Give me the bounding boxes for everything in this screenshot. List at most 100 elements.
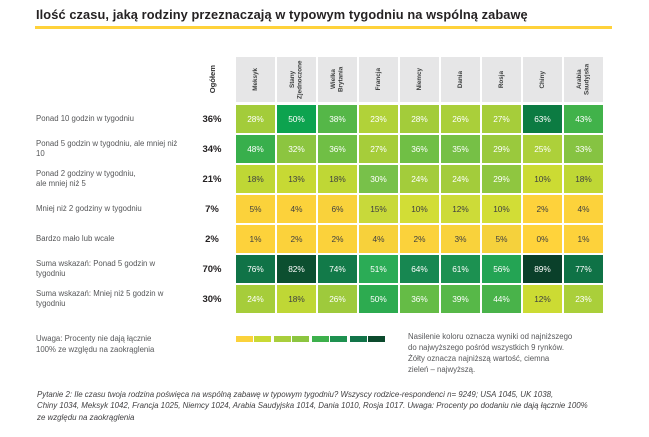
heatmap-cell: 28% [236, 105, 275, 133]
heatmap-cell: 24% [236, 285, 275, 313]
legend-swatch [368, 336, 385, 342]
column-header: Dania [441, 57, 480, 102]
row-label: Suma wskazań: Ponad 5 godzin w tygodniu [36, 258, 156, 278]
heatmap-cell: 74% [318, 255, 357, 283]
heatmap-cell: 25% [523, 135, 562, 163]
heatmap-cell: 23% [359, 105, 398, 133]
table-row: Suma wskazań: Mniej niż 5 godzin w tygod… [36, 285, 603, 313]
heatmap-cell: 1% [236, 225, 275, 253]
table-row: Ponad 5 godzin w tygodniu, ale mniej niż… [36, 135, 603, 163]
ogolem-value: 36% [202, 113, 222, 125]
heatmap-cell: 18% [277, 285, 316, 313]
table-row: Ponad 2 godziny w tygodniu, ale mniej ni… [36, 165, 603, 193]
heatmap-cell: 18% [236, 165, 275, 193]
column-header: Francja [359, 57, 398, 102]
heatmap-cell: 51% [359, 255, 398, 283]
column-header: Niemcy [400, 57, 439, 102]
column-header: Chiny [523, 57, 562, 102]
heatmap-cell: 32% [277, 135, 316, 163]
heatmap-cell: 36% [400, 135, 439, 163]
heatmap-cell: 44% [482, 285, 521, 313]
heatmap-cell: 18% [564, 165, 603, 193]
heatmap-cell: 29% [482, 135, 521, 163]
heatmap-cell: 43% [564, 105, 603, 133]
column-header: Rosja [482, 57, 521, 102]
column-header-label: Niemcy [415, 68, 423, 91]
ogolem-value: 2% [205, 233, 219, 245]
row-label: Ponad 2 godziny w tygodniu, ale mniej ni… [36, 168, 136, 188]
heatmap-cell: 10% [482, 195, 521, 223]
rounding-note: Uwaga: Procenty nie dają łącznie 100% ze… [36, 334, 155, 354]
heatmap-cell: 35% [441, 135, 480, 163]
ogolem-value: 7% [205, 203, 219, 215]
legend-swatch [292, 336, 309, 342]
heatmap-cell: 24% [441, 165, 480, 193]
legend-swatch [312, 336, 329, 342]
title-underline [35, 26, 612, 29]
header-label-spacer [36, 57, 190, 102]
heatmap-cell: 26% [441, 105, 480, 133]
heatmap-cell: 61% [441, 255, 480, 283]
heatmap-cell: 4% [564, 195, 603, 223]
heatmap-cell: 63% [523, 105, 562, 133]
heatmap-cell: 36% [400, 285, 439, 313]
heatmap-cell: 28% [400, 105, 439, 133]
heatmap-cell: 2% [523, 195, 562, 223]
heatmap-table: Ogółem Meksyk Stany Zjednoczone Wielka Bry… [36, 57, 603, 315]
heatmap-cell: 89% [523, 255, 562, 283]
heatmap-cell: 82% [277, 255, 316, 283]
heatmap-cell: 10% [523, 165, 562, 193]
heatmap-cell: 12% [523, 285, 562, 313]
heatmap-cell: 76% [236, 255, 275, 283]
row-label: Mniej niż 2 godziny w tygodniu [36, 203, 142, 213]
heatmap-cell: 26% [318, 285, 357, 313]
heatmap-cell: 6% [318, 195, 357, 223]
column-header-label: Chiny [538, 70, 546, 89]
column-header-label: Stany Zjednoczone [288, 60, 304, 99]
heatmap-cell: 30% [359, 165, 398, 193]
heatmap-cell: 29% [482, 165, 521, 193]
row-label: Ponad 10 godzin w tygodniu [36, 113, 134, 123]
heatmap-cell: 27% [482, 105, 521, 133]
ogolem-column-header: Ogółem [190, 57, 234, 102]
heatmap-cell: 56% [482, 255, 521, 283]
heatmap-cell: 18% [318, 165, 357, 193]
heatmap-cell: 0% [523, 225, 562, 253]
heatmap-cell: 3% [441, 225, 480, 253]
color-scale-note: Nasilenie koloru oznacza wyniki od najni… [408, 332, 573, 374]
heatmap-cell: 38% [318, 105, 357, 133]
heatmap-cell: 36% [318, 135, 357, 163]
table-row: Ponad 10 godzin w tygodniu 36% 28% 50% 38% 23… [36, 105, 603, 133]
row-label: Bardzo mało lub wcale [36, 233, 115, 243]
heatmap-cell: 2% [318, 225, 357, 253]
heatmap-cell: 1% [564, 225, 603, 253]
page-title: Ilość czasu, jaką rodziny przeznaczają w… [36, 7, 528, 22]
column-header: Meksyk [236, 57, 275, 102]
ogolem-value: 30% [202, 293, 222, 305]
heatmap-cell: 10% [400, 195, 439, 223]
row-label: Ponad 5 godzin w tygodniu, ale mniej niż… [36, 138, 178, 158]
table-row: Mniej niż 2 godziny w tygodniu 7% 5% 4% 6% 15… [36, 195, 603, 223]
heatmap-cell: 2% [277, 225, 316, 253]
column-header-label: Dania [456, 70, 464, 89]
heatmap-cell: 5% [482, 225, 521, 253]
column-header-label: Francja [374, 68, 382, 91]
heatmap-cell: 13% [277, 165, 316, 193]
column-header: Stany Zjednoczone [277, 57, 316, 102]
ogolem-header-label: Ogółem [207, 65, 217, 94]
heatmap-cell: 50% [359, 285, 398, 313]
ogolem-value: 70% [202, 263, 222, 275]
heatmap-cell: 15% [359, 195, 398, 223]
legend-swatch [236, 336, 253, 342]
column-header-label: Rosja [497, 70, 505, 89]
ogolem-value: 21% [202, 173, 222, 185]
heatmap-cell: 2% [400, 225, 439, 253]
column-header: Wielka Brytania [318, 57, 357, 102]
heatmap-cell: 27% [359, 135, 398, 163]
legend-swatch [254, 336, 271, 342]
heatmap-cell: 77% [564, 255, 603, 283]
heatmap-cell: 5% [236, 195, 275, 223]
heatmap-cell: 50% [277, 105, 316, 133]
column-header-label: Arabia Saudyjska [575, 63, 591, 96]
